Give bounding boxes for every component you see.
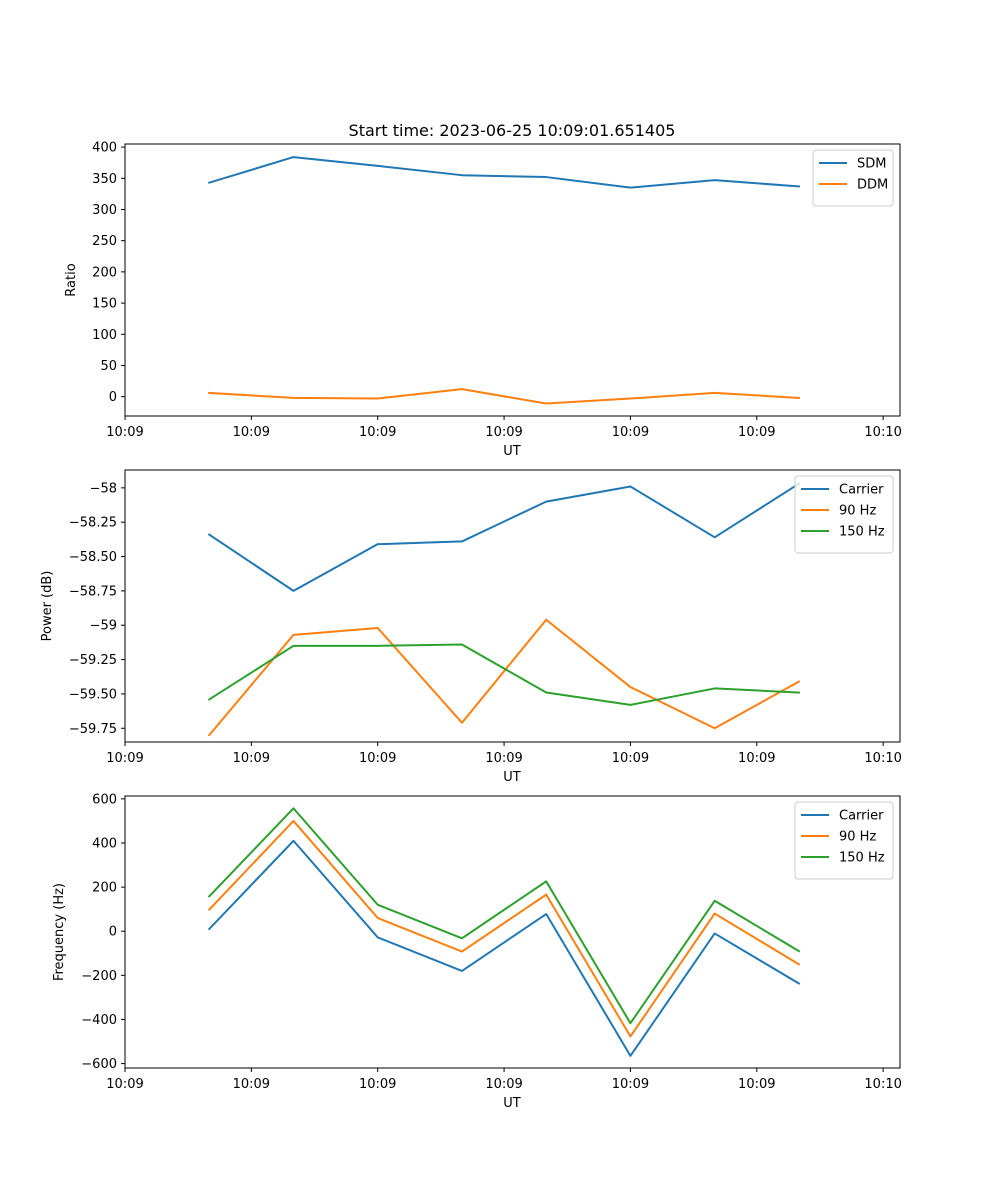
frequency-legend-box [794, 801, 894, 880]
ratio-x-tick-label: 10:09 [106, 425, 143, 440]
frequency-x-tick-label: 10:09 [359, 1077, 396, 1092]
frequency-x-tick-label: 10:09 [106, 1077, 143, 1092]
frequency-series-150-hz-line [207, 807, 801, 1025]
ratio-x-tick-label: 10:09 [612, 425, 649, 440]
power-y-tick-label: −58.25 [69, 516, 117, 531]
power-x-tick-label: 10:09 [359, 751, 396, 766]
power-series-150-hz-line [207, 643, 800, 706]
power-y-tick-label: −59.50 [69, 687, 117, 702]
frequency-y-tick-label: −400 [81, 1013, 117, 1028]
frequency-legend: Carrier 90 Hz 150 Hz [794, 801, 894, 880]
power-legend: Carrier 90 Hz 150 Hz [794, 475, 894, 554]
power-panel: −59.75 −59.50 −59.25 −59 −58.75 −58.50 −58.25 −… [40, 469, 902, 785]
ratio-panel: 0 50 100 150 200 250 300 350 400 10:09 10:09 10:09 1… [64, 141, 902, 459]
power-series-90-hz-line [207, 618, 801, 737]
frequency-panel: −600 −400 −200 0 200 400 600 10:09 10:09 10:09 10:… [52, 792, 902, 1111]
ratio-y-tick-label: 250 [92, 234, 117, 249]
power-y-tick-label: −59.25 [69, 653, 117, 668]
ratio-x-tick-label: 10:09 [485, 425, 522, 440]
power-legend-label-90-hz: 90 Hz [839, 504, 876, 519]
power-y-tick-label: −58 [90, 481, 117, 496]
power-y-tick-label: −58.75 [69, 584, 117, 599]
power-x-tick-label: 10:09 [106, 751, 143, 766]
frequency-y-tick-label: −600 [81, 1057, 117, 1072]
ratio-y-tick-label: 350 [92, 172, 117, 187]
power-x-tick-label: 10:09 [738, 751, 775, 766]
frequency-legend-label-carrier: Carrier [839, 809, 884, 824]
frequency-y-tick-label: 200 [92, 881, 117, 896]
frequency-series-carrier-line [207, 839, 801, 1057]
power-x-tick-label: 10:09 [485, 751, 522, 766]
power-legend-label-150-hz: 150 Hz [839, 525, 885, 540]
ratio-legend: SDM DDM [812, 149, 894, 207]
frequency-x-tick-label: 10:10 [864, 1077, 901, 1092]
power-x-tick-label: 10:09 [233, 751, 270, 766]
power-y-tick-label: −58.50 [69, 550, 117, 565]
ratio-y-tick-label: 200 [92, 265, 117, 280]
ratio-legend-label-ddm: DDM [857, 178, 888, 193]
ratio-x-tick-label: 10:09 [738, 425, 775, 440]
ratio-y-tick-label: 50 [100, 359, 117, 374]
frequency-y-tick-label: 400 [92, 836, 117, 851]
power-series-carrier-line [207, 482, 801, 592]
figure-title: Start time: 2023-06-25 10:09:01.651405 [349, 121, 676, 140]
ratio-legend-label-sdm: SDM [857, 157, 886, 172]
frequency-legend-label-150-hz: 150 Hz [839, 851, 885, 866]
power-y-tick-label: −59.75 [69, 722, 117, 737]
frequency-series-90-hz-line [207, 819, 801, 1038]
ratio-y-tick-label: 100 [92, 328, 117, 343]
power-legend-label-carrier: Carrier [839, 483, 884, 498]
frequency-x-tick-label: 10:09 [738, 1077, 775, 1092]
ratio-series-ddm-line [208, 388, 800, 405]
ratio-axes-frame [124, 143, 901, 417]
frequency-y-tick-label: 600 [92, 792, 117, 807]
power-y-tick-label: −59 [90, 619, 117, 634]
ratio-x-tick-label: 10:09 [233, 425, 270, 440]
power-axes-frame [124, 469, 901, 743]
frequency-axes-frame [124, 795, 901, 1069]
power-x-axis-label: UT [503, 770, 521, 785]
ratio-y-tick-label: 0 [109, 390, 117, 405]
ratio-y-tick-label: 150 [92, 297, 117, 312]
power-legend-box [794, 475, 894, 554]
frequency-legend-label-90-hz: 90 Hz [839, 830, 876, 845]
ratio-series-sdm-line [207, 156, 800, 189]
frequency-x-tick-label: 10:09 [233, 1077, 270, 1092]
power-y-axis-label: Power (dB) [40, 571, 55, 642]
ratio-x-tick-label: 10:10 [864, 425, 901, 440]
ratio-y-tick-label: 300 [92, 203, 117, 218]
frequency-y-tick-label: 0 [109, 925, 117, 940]
power-x-tick-label: 10:09 [612, 751, 649, 766]
ratio-y-axis-label: Ratio [64, 263, 79, 296]
frequency-y-tick-label: −200 [81, 969, 117, 984]
frequency-x-tick-label: 10:09 [612, 1077, 649, 1092]
frequency-y-axis-label: Frequency (Hz) [52, 883, 67, 981]
frequency-x-axis-label: UT [503, 1096, 521, 1111]
power-x-tick-label: 10:10 [864, 751, 901, 766]
ratio-y-tick-label: 400 [92, 141, 117, 156]
frequency-x-tick-label: 10:09 [485, 1077, 522, 1092]
ratio-x-tick-label: 10:09 [359, 425, 396, 440]
ratio-x-axis-label: UT [503, 444, 521, 459]
